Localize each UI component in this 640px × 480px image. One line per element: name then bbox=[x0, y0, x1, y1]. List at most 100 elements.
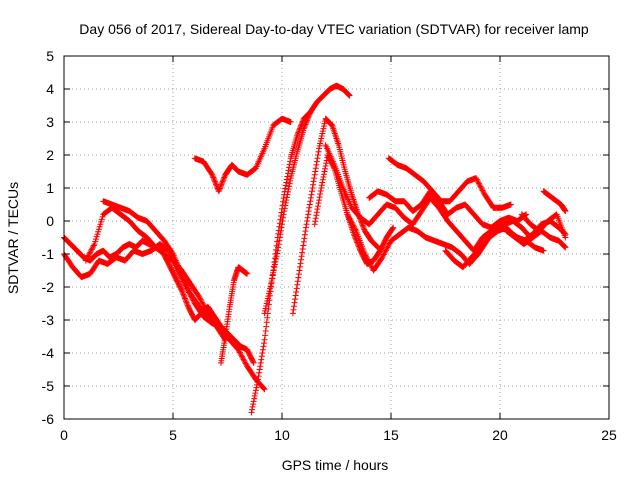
data-point bbox=[181, 295, 188, 302]
data-point bbox=[318, 185, 325, 191]
data-point bbox=[476, 181, 483, 188]
data-point bbox=[236, 349, 243, 356]
data-point bbox=[345, 214, 352, 221]
data-point bbox=[346, 92, 353, 99]
data-point bbox=[87, 249, 94, 256]
data-point bbox=[256, 366, 263, 373]
data-point bbox=[552, 211, 559, 218]
data-point bbox=[364, 256, 371, 263]
data-point bbox=[562, 234, 569, 241]
data-point bbox=[384, 244, 391, 251]
data-point bbox=[308, 191, 315, 198]
data-point bbox=[285, 186, 292, 193]
y-tick-label: -6 bbox=[42, 411, 55, 427]
data-point bbox=[282, 202, 289, 209]
data-point bbox=[219, 178, 226, 185]
data-point bbox=[313, 158, 320, 165]
data-point bbox=[364, 255, 371, 262]
data-point bbox=[254, 379, 261, 386]
data-point bbox=[221, 174, 228, 181]
data-point bbox=[302, 224, 309, 231]
data-point bbox=[385, 241, 392, 248]
data-point bbox=[90, 242, 97, 249]
data-point bbox=[350, 222, 357, 229]
data-point bbox=[295, 271, 302, 278]
data-point bbox=[310, 178, 317, 185]
y-tick-label: 5 bbox=[46, 48, 54, 64]
data-point bbox=[179, 290, 186, 297]
data-point bbox=[303, 118, 310, 125]
data-point bbox=[263, 323, 270, 330]
data-point bbox=[305, 211, 312, 218]
data-point bbox=[302, 121, 309, 128]
data-point bbox=[255, 376, 262, 383]
data-point bbox=[319, 176, 326, 183]
data-point bbox=[350, 231, 357, 238]
data-point bbox=[314, 152, 321, 158]
data-point bbox=[197, 296, 204, 303]
data-point bbox=[366, 259, 373, 266]
data-point bbox=[368, 263, 375, 270]
data-point bbox=[280, 211, 287, 218]
data-point bbox=[373, 243, 380, 250]
data-point bbox=[241, 359, 248, 366]
data-point bbox=[315, 200, 322, 207]
data-point bbox=[211, 177, 218, 184]
data-point bbox=[473, 175, 480, 182]
data-point bbox=[218, 181, 225, 188]
data-point bbox=[348, 219, 355, 226]
data-point bbox=[181, 294, 188, 301]
data-point bbox=[271, 261, 278, 268]
data-point bbox=[90, 243, 97, 250]
x-axis-label: GPS time / hours bbox=[282, 457, 389, 473]
data-point bbox=[280, 214, 287, 221]
data-point bbox=[277, 227, 284, 234]
data-point bbox=[262, 332, 269, 339]
data-point bbox=[294, 278, 301, 285]
data-series bbox=[540, 188, 569, 215]
data-point bbox=[89, 245, 96, 252]
data-point bbox=[240, 356, 247, 363]
data-point bbox=[350, 223, 357, 230]
data-point bbox=[263, 319, 270, 326]
data-point bbox=[241, 357, 248, 364]
data-point bbox=[562, 244, 569, 251]
data-point bbox=[180, 291, 187, 298]
data-point bbox=[305, 208, 312, 215]
data-point bbox=[261, 386, 268, 393]
data-point bbox=[220, 177, 227, 184]
data-point bbox=[248, 409, 255, 416]
data-point bbox=[361, 251, 368, 257]
data-point bbox=[244, 270, 251, 277]
data-point bbox=[201, 303, 208, 310]
data-point bbox=[178, 287, 185, 294]
data-point bbox=[344, 211, 351, 218]
data-point bbox=[300, 125, 307, 132]
data-point bbox=[258, 356, 265, 363]
data-point bbox=[294, 130, 301, 137]
data-point bbox=[289, 310, 296, 317]
data-point bbox=[183, 299, 190, 306]
data-point bbox=[279, 218, 286, 224]
data-series bbox=[385, 155, 514, 211]
y-tick-label: 3 bbox=[46, 114, 54, 130]
data-point bbox=[374, 243, 381, 250]
data-point bbox=[305, 113, 312, 120]
data-point bbox=[304, 218, 311, 224]
data-point bbox=[260, 343, 267, 350]
data-point bbox=[312, 215, 319, 222]
data-point bbox=[294, 281, 301, 288]
data-point bbox=[268, 280, 275, 287]
data-point bbox=[209, 171, 216, 178]
data-point bbox=[250, 401, 257, 408]
data-point bbox=[293, 288, 300, 295]
data-point bbox=[310, 181, 317, 188]
chart-title: Day 056 of 2017, Sidereal Day-to-day VTE… bbox=[79, 21, 589, 37]
data-point bbox=[235, 346, 242, 353]
data-point bbox=[183, 298, 190, 305]
data-point bbox=[307, 194, 314, 201]
data-point bbox=[307, 198, 314, 205]
data-point bbox=[87, 247, 94, 254]
data-series bbox=[191, 115, 294, 195]
